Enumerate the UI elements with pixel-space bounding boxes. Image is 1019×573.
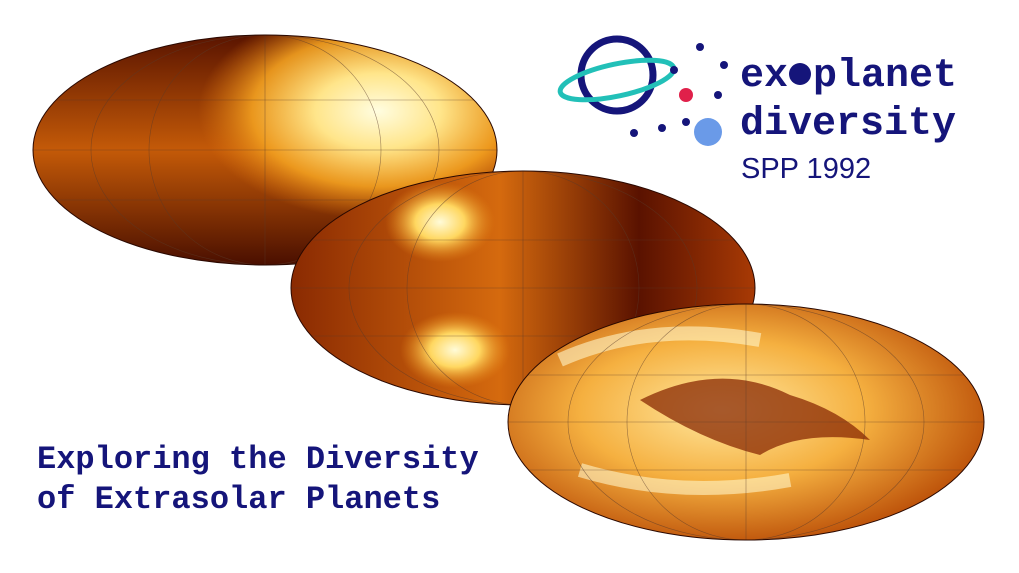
logo-text: ex: [740, 54, 788, 99]
logo-text: diversity: [740, 102, 956, 147]
map-outline: [507, 303, 985, 541]
map-3: [508, 304, 984, 540]
logo-program: SPP 1992: [741, 153, 871, 185]
logo-text: planet: [813, 54, 957, 99]
logo-icon: [557, 35, 811, 146]
map-outline: [32, 34, 498, 266]
tagline: of Extrasolar Planets: [37, 481, 440, 518]
tagline: Exploring the Diversity: [37, 441, 479, 478]
